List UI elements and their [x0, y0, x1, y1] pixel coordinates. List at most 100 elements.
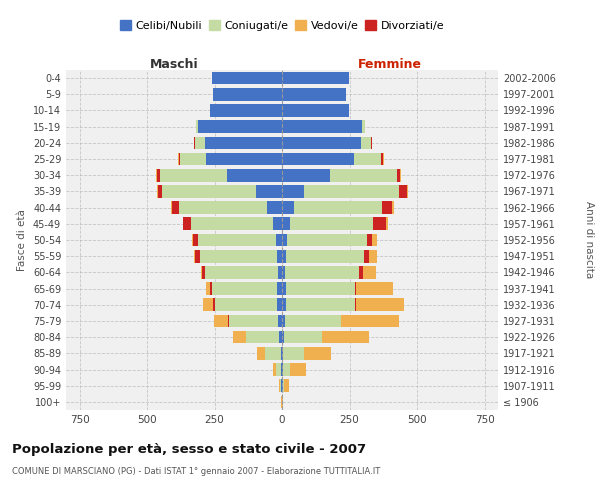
Bar — [200, 250, 277, 262]
Bar — [282, 331, 284, 344]
Bar — [179, 152, 180, 166]
Bar — [364, 250, 369, 262]
Bar — [282, 202, 294, 214]
Bar — [282, 218, 290, 230]
Bar — [282, 104, 349, 117]
Bar — [282, 347, 283, 360]
Bar — [280, 331, 282, 344]
Bar — [290, 218, 373, 230]
Bar — [276, 234, 282, 246]
Bar — [278, 314, 282, 328]
Bar — [382, 202, 392, 214]
Bar — [184, 218, 191, 230]
Text: Anni di nascita: Anni di nascita — [584, 202, 594, 278]
Bar — [284, 380, 289, 392]
Legend: Celibi/Nubili, Coniugati/e, Vedovi/e, Divorziati/e: Celibi/Nubili, Coniugati/e, Vedovi/e, Di… — [115, 16, 449, 36]
Bar — [245, 331, 280, 344]
Bar — [282, 282, 286, 295]
Bar — [286, 282, 355, 295]
Bar — [163, 185, 256, 198]
Bar — [282, 152, 355, 166]
Bar — [157, 169, 160, 181]
Bar — [283, 363, 290, 376]
Text: Femmine: Femmine — [358, 58, 422, 71]
Bar — [265, 347, 281, 360]
Bar — [180, 152, 206, 166]
Bar — [282, 363, 283, 376]
Bar — [272, 363, 277, 376]
Bar — [277, 363, 281, 376]
Bar — [196, 120, 198, 133]
Bar — [294, 202, 382, 214]
Bar — [282, 136, 361, 149]
Bar — [356, 298, 404, 311]
Bar — [282, 72, 349, 85]
Bar — [341, 314, 399, 328]
Bar — [282, 185, 304, 198]
Bar — [206, 152, 282, 166]
Bar — [282, 234, 287, 246]
Bar — [282, 314, 285, 328]
Text: COMUNE DI MARSCIANO (PG) - Dati ISTAT 1° gennaio 2007 - Elaborazione TUTTITALIA.: COMUNE DI MARSCIANO (PG) - Dati ISTAT 1°… — [12, 468, 380, 476]
Bar — [195, 136, 205, 149]
Bar — [373, 234, 377, 246]
Bar — [367, 234, 373, 246]
Bar — [381, 152, 383, 166]
Bar — [202, 266, 205, 278]
Bar — [195, 250, 200, 262]
Bar — [355, 282, 356, 295]
Bar — [361, 136, 371, 149]
Text: Maschi: Maschi — [149, 58, 199, 71]
Bar — [158, 185, 163, 198]
Bar — [211, 282, 212, 295]
Bar — [257, 347, 265, 360]
Bar — [201, 266, 202, 278]
Bar — [407, 185, 408, 198]
Bar — [290, 363, 306, 376]
Bar — [213, 88, 282, 101]
Bar — [284, 331, 322, 344]
Bar — [282, 250, 286, 262]
Bar — [359, 266, 363, 278]
Bar — [363, 266, 376, 278]
Bar — [285, 266, 359, 278]
Bar — [277, 282, 282, 295]
Bar — [256, 185, 282, 198]
Bar — [281, 347, 282, 360]
Bar — [206, 282, 211, 295]
Bar — [282, 120, 362, 133]
Bar — [392, 202, 394, 214]
Bar — [198, 234, 276, 246]
Bar — [229, 314, 278, 328]
Bar — [400, 185, 407, 198]
Bar — [282, 298, 286, 311]
Bar — [397, 169, 400, 181]
Bar — [285, 314, 341, 328]
Bar — [267, 202, 282, 214]
Bar — [198, 120, 282, 133]
Bar — [280, 380, 281, 392]
Bar — [282, 266, 285, 278]
Bar — [278, 266, 282, 278]
Bar — [355, 152, 381, 166]
Bar — [330, 169, 397, 181]
Bar — [277, 250, 282, 262]
Bar — [203, 298, 213, 311]
Bar — [283, 380, 284, 392]
Bar — [160, 169, 227, 181]
Bar — [304, 185, 400, 198]
Bar — [211, 104, 282, 117]
Bar — [286, 298, 355, 311]
Bar — [227, 169, 282, 181]
Y-axis label: Fasce di età: Fasce di età — [17, 209, 27, 271]
Bar — [274, 218, 282, 230]
Bar — [362, 120, 365, 133]
Bar — [205, 136, 282, 149]
Bar — [282, 169, 330, 181]
Bar — [277, 298, 282, 311]
Bar — [283, 347, 304, 360]
Bar — [286, 250, 364, 262]
Bar — [373, 218, 386, 230]
Bar — [233, 331, 245, 344]
Bar — [281, 363, 282, 376]
